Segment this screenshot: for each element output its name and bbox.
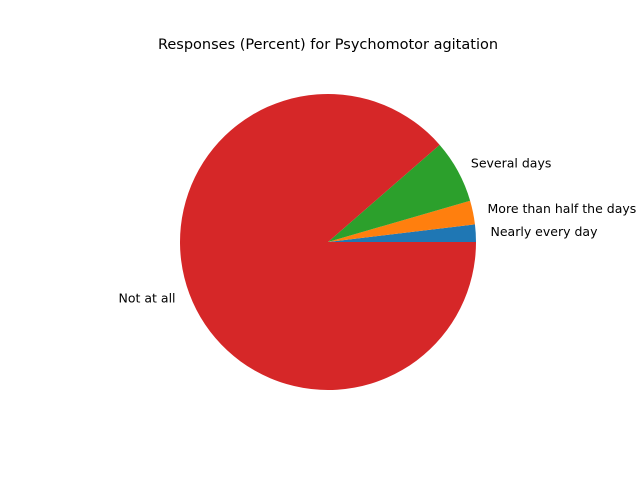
pie-label-more-than-half-the-days: More than half the days [488, 201, 637, 216]
pie-slice-several-days [328, 144, 471, 242]
pie-slices [180, 93, 477, 390]
chart-title: Responses (Percent) for Psychomotor agit… [158, 37, 498, 53]
pie-slice-not-at-all [180, 93, 477, 390]
pie-slice-nearly-every-day [328, 224, 476, 242]
pie-labels: Nearly every day More than half the days S… [119, 156, 637, 306]
pie-label-not-at-all: Not at all [119, 291, 176, 306]
pie-slice-more-than-half-the-days [328, 200, 475, 242]
pie-label-several-days: Several days [471, 156, 551, 171]
pie-label-nearly-every-day: Nearly every day [491, 224, 599, 239]
